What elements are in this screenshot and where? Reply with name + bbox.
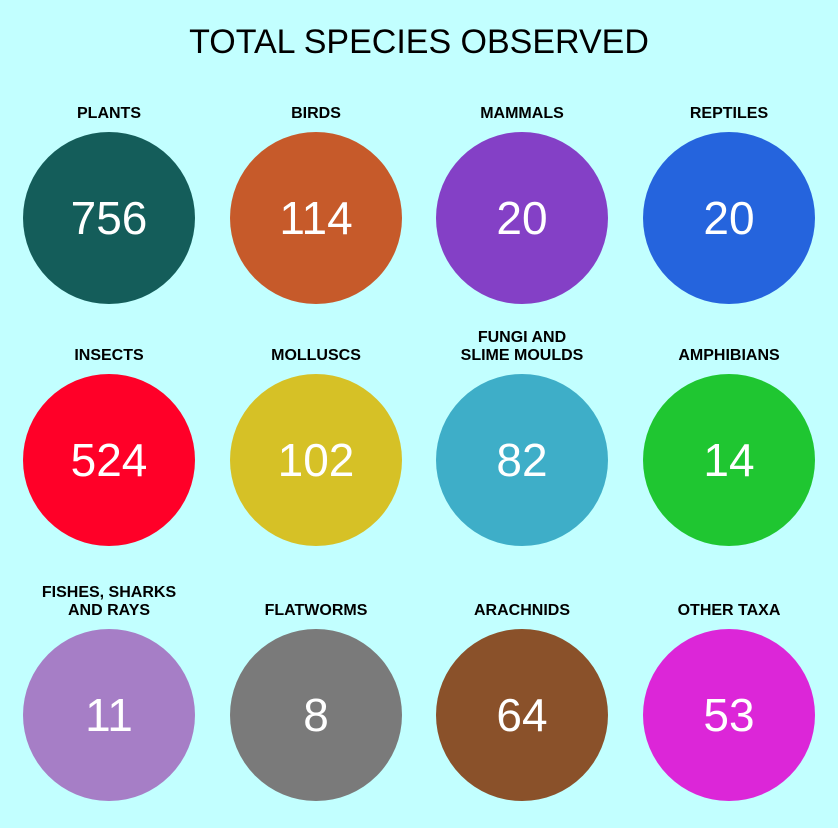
category-circle: 756 xyxy=(23,132,195,304)
category-value: 114 xyxy=(279,192,353,244)
category-label: INSECTS xyxy=(74,347,144,364)
category-value: 20 xyxy=(496,192,548,244)
category-label: MAMMALS xyxy=(480,105,564,122)
category-label: PLANTS xyxy=(77,105,141,122)
category-label: AMPHIBIANS xyxy=(678,347,780,364)
category-circle: 82 xyxy=(436,374,608,546)
category-label: MOLLUSCS xyxy=(271,347,361,364)
chart-title: TOTAL SPECIES OBSERVED xyxy=(189,23,649,61)
category-label: FUNGI AND SLIME MOULDS xyxy=(460,329,584,364)
category-value: 11 xyxy=(85,689,133,741)
category-value: 53 xyxy=(703,689,755,741)
category-label: FLATWORMS xyxy=(264,602,368,619)
category-label: BIRDS xyxy=(291,105,341,122)
category-value: 14 xyxy=(703,434,755,486)
category-circle: 14 xyxy=(643,374,815,546)
category-label: OTHER TAXA xyxy=(677,602,781,619)
category-value: 64 xyxy=(496,689,548,741)
category-value: 8 xyxy=(303,689,329,741)
category-circle: 53 xyxy=(643,629,815,801)
category-label: REPTILES xyxy=(689,105,769,122)
category-circle: 20 xyxy=(643,132,815,304)
category-circle: 8 xyxy=(230,629,402,801)
category-circle: 20 xyxy=(436,132,608,304)
category-value: 524 xyxy=(70,434,148,486)
category-circle: 64 xyxy=(436,629,608,801)
category-circle: 102 xyxy=(230,374,402,546)
category-label: ARACHNIDS xyxy=(474,602,570,619)
category-value: 102 xyxy=(277,434,355,486)
category-value: 20 xyxy=(703,192,755,244)
category-value: 756 xyxy=(70,192,148,244)
category-value: 82 xyxy=(496,434,548,486)
category-circle: 524 xyxy=(23,374,195,546)
category-circle: 11 xyxy=(23,629,195,801)
category-label: FISHES, SHARKS AND RAYS xyxy=(41,584,177,619)
category-circle: 114 xyxy=(230,132,402,304)
